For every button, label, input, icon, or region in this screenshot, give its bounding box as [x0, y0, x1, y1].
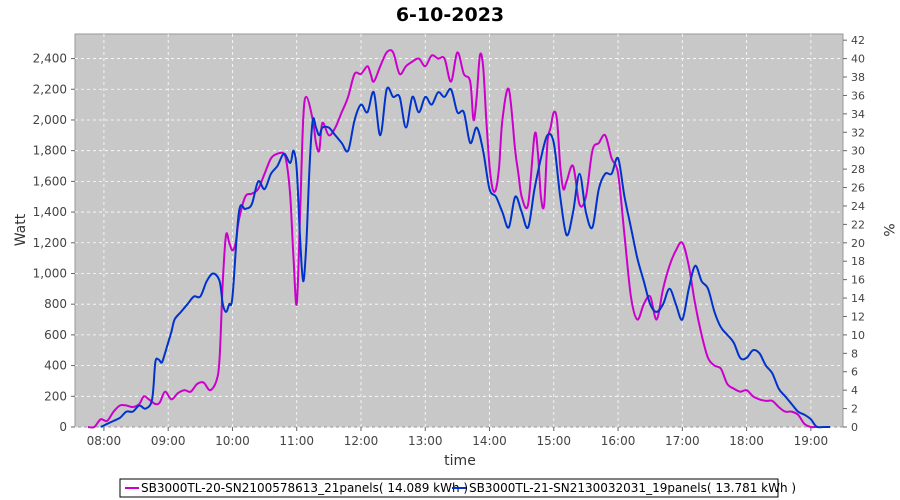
series-layer	[87, 49, 831, 429]
x-tick-label: 09:00	[151, 434, 186, 448]
series-line-2	[100, 86, 831, 429]
y-tick-label: 600	[44, 328, 67, 342]
legend-label-series-2: SB3000TL-21-SN2130032031_19panels( 13.78…	[469, 481, 796, 495]
y-axis-label: Watt	[13, 213, 29, 246]
y-tick-label: 1,400	[33, 205, 67, 219]
plot-background	[74, 33, 844, 428]
y-tick-label: 1,200	[33, 236, 67, 250]
y2-tick-label: 24	[851, 200, 865, 213]
y2-tick-label: 26	[851, 182, 865, 195]
chart-title: 6-10-2023	[396, 4, 504, 26]
y2-tick-label: 36	[851, 89, 865, 102]
y2-tick-label: 30	[851, 145, 865, 158]
y-tick-label: 2,000	[33, 113, 67, 127]
y2-tick-label: 4	[851, 384, 858, 397]
x-tick-label: 12:00	[344, 434, 379, 448]
y2-tick-label: 34	[851, 108, 865, 121]
y2-tick-label: 38	[851, 71, 865, 84]
y2-tick-label: 8	[851, 347, 858, 360]
y2-tick-label: 32	[851, 126, 865, 139]
y2-axis-label: %	[880, 223, 896, 236]
x-axis: 08:00 09:00 10:00 11:00 12:00 13:00 14:00 15:00…	[87, 427, 829, 448]
x-tick-label: 13:00	[408, 434, 443, 448]
y-tick-label: 200	[44, 389, 67, 403]
y-tick-label: 2,400	[33, 52, 67, 66]
y2-tick-label: 20	[851, 237, 865, 250]
grid	[75, 34, 843, 428]
y2-tick-label: 18	[851, 255, 865, 268]
y-axis-left: 0 200 400 600 800 1,000 1,200 1,400 1,600 1,800 2,…	[33, 52, 75, 434]
y2-tick-label: 28	[851, 163, 865, 176]
y2-tick-label: 2	[851, 403, 858, 416]
y2-tick-label: 42	[851, 34, 865, 47]
y-tick-label: 400	[44, 359, 67, 373]
y-tick-label: 2,200	[33, 82, 67, 96]
legend: SB3000TL-20-SN2100578613_21panels( 14.08…	[119, 478, 796, 498]
x-tick-label: 08:00	[87, 434, 122, 448]
y2-tick-label: 40	[851, 53, 865, 66]
y2-tick-label: 16	[851, 274, 865, 287]
x-tick-label: 18:00	[729, 434, 764, 448]
x-tick-label: 15:00	[536, 434, 571, 448]
x-axis-label: time	[444, 453, 476, 469]
y2-tick-label: 0	[851, 421, 858, 434]
y-tick-label: 1,600	[33, 174, 67, 188]
x-tick-label: 16:00	[601, 434, 636, 448]
legend-label-series-1: SB3000TL-20-SN2100578613_21panels( 14.08…	[141, 481, 468, 495]
y2-tick-label: 10	[851, 329, 865, 342]
y2-tick-label: 22	[851, 218, 865, 231]
x-tick-label: 11:00	[279, 434, 314, 448]
y2-tick-label: 14	[851, 292, 865, 305]
y2-tick-label: 12	[851, 310, 865, 323]
x-tick-label: 19:00	[794, 434, 829, 448]
y-tick-label: 800	[44, 297, 67, 311]
y2-tick-label: 6	[851, 366, 858, 379]
y-tick-label: 0	[59, 420, 67, 434]
x-tick-label: 10:00	[215, 434, 250, 448]
y-tick-label: 1,800	[33, 144, 67, 158]
x-tick-label: 17:00	[665, 434, 700, 448]
y-tick-label: 1,000	[33, 266, 67, 280]
legend-box	[119, 478, 779, 498]
x-tick-label: 14:00	[472, 434, 507, 448]
